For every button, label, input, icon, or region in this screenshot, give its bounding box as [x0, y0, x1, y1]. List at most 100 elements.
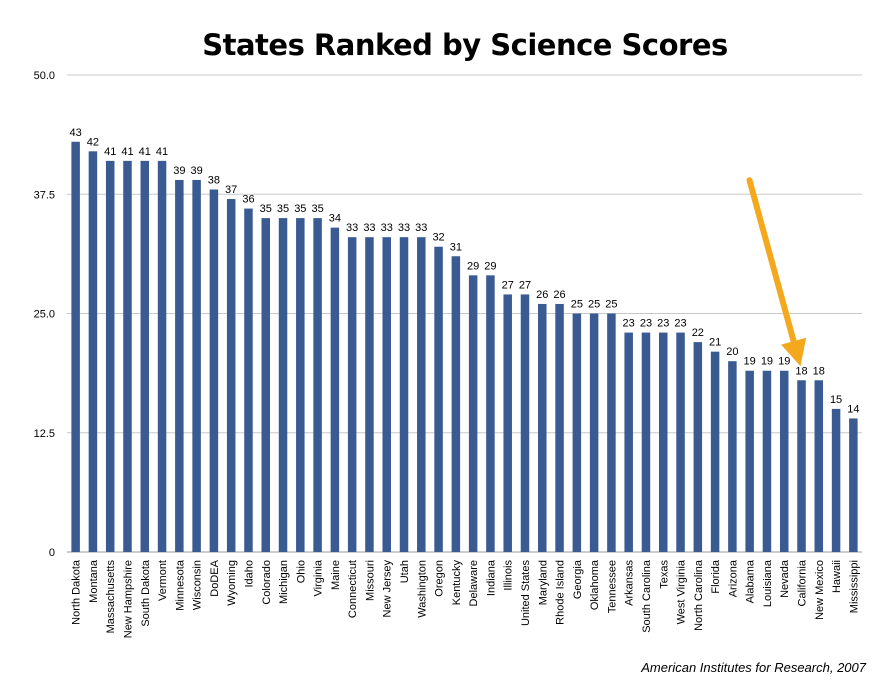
bar — [123, 160, 132, 553]
bar — [728, 361, 737, 552]
category-label: Vermont — [157, 560, 169, 601]
category-label: Tennessee — [606, 560, 618, 613]
data-label: 39 — [173, 165, 185, 177]
data-label: 20 — [726, 346, 738, 358]
data-label: 23 — [640, 318, 652, 330]
bar — [710, 351, 720, 552]
category-label: Minnesota — [174, 559, 186, 611]
category-label: Rhode Island — [555, 560, 567, 625]
data-label: 22 — [692, 327, 704, 339]
bar — [278, 218, 288, 552]
data-label: 27 — [519, 279, 531, 291]
source-credit: American Institutes for Research, 2007 — [641, 660, 866, 675]
category-label: Louisiana — [762, 559, 774, 607]
category-label: United States — [520, 560, 532, 627]
bar — [347, 237, 357, 552]
bar — [797, 380, 806, 552]
bar — [261, 218, 270, 552]
y-tick-label: 37.5 — [34, 189, 55, 201]
data-label: 19 — [778, 356, 790, 368]
category-label: Massachusetts — [105, 560, 117, 634]
category-label: Utah — [399, 560, 411, 583]
category-label: New Mexico — [814, 560, 826, 620]
category-label: West Virginia — [676, 559, 688, 624]
bar — [365, 237, 374, 552]
category-label: Arizona — [727, 559, 739, 597]
category-label: Georgia — [572, 559, 584, 599]
category-label: Maryland — [537, 560, 549, 605]
value-labels: 43 42 41 41 41 41 39 39 38 37 36 35 35 35 35 34 33 33 33 33… — [70, 127, 860, 416]
data-label: 29 — [484, 260, 496, 272]
y-tick-label: 12.5 — [34, 428, 55, 440]
category-label: Washington — [416, 560, 428, 618]
data-label: 14 — [847, 403, 859, 415]
category-label: Virginia — [313, 559, 325, 596]
bar — [175, 179, 184, 552]
data-label: 35 — [277, 203, 289, 215]
category-label: New Hampshire — [122, 560, 134, 638]
data-label: 33 — [381, 222, 393, 234]
data-label: 29 — [467, 260, 479, 272]
data-label: 23 — [623, 318, 635, 330]
bar — [814, 380, 824, 552]
data-label: 18 — [813, 365, 825, 377]
y-tick-label: 0 — [49, 547, 55, 559]
data-label: 19 — [761, 356, 773, 368]
data-label: 23 — [674, 318, 686, 330]
category-label: Illinois — [503, 560, 515, 591]
data-label: 34 — [329, 213, 341, 225]
bar — [434, 246, 443, 552]
data-label: 37 — [225, 184, 237, 196]
category-label: Connecticut — [347, 560, 359, 618]
data-label: 21 — [709, 337, 721, 349]
bar — [88, 151, 98, 552]
bar — [503, 294, 512, 552]
bar — [157, 160, 167, 553]
bar — [589, 313, 599, 552]
bar — [226, 199, 236, 552]
data-label: 19 — [744, 356, 756, 368]
category-label: Missouri — [364, 560, 376, 601]
category-label: Colorado — [261, 560, 273, 605]
bar — [831, 408, 841, 552]
data-label: 18 — [795, 365, 807, 377]
bar — [140, 160, 150, 553]
category-label: Wisconsin — [192, 560, 204, 610]
bar — [520, 294, 530, 552]
data-label: 38 — [208, 174, 220, 186]
bar — [417, 237, 426, 552]
bar — [468, 275, 478, 552]
data-label: 41 — [139, 146, 151, 158]
data-label: 33 — [415, 222, 427, 234]
category-label: California — [797, 559, 809, 606]
category-labels: North Dakota Montana Massachusetts New Hamp… — [71, 559, 861, 638]
data-label: 27 — [502, 279, 514, 291]
chart-title: States Ranked by Science Scores — [202, 28, 728, 62]
arrow-shaft — [746, 177, 797, 345]
category-label: Oregon — [434, 560, 446, 597]
category-label: Delaware — [468, 560, 480, 606]
bar — [399, 237, 409, 552]
data-label: 35 — [260, 203, 272, 215]
data-label: 25 — [571, 299, 583, 311]
category-label: Nevada — [779, 559, 791, 598]
data-label: 41 — [156, 146, 168, 158]
data-label: 42 — [87, 136, 99, 148]
data-label: 41 — [121, 146, 133, 158]
category-label: Arkansas — [624, 560, 636, 606]
y-axis: 0 12.5 25.0 37.5 50.0 — [34, 70, 55, 559]
bar — [659, 332, 668, 552]
category-label: North Dakota — [71, 559, 83, 625]
bar — [779, 370, 789, 552]
category-label: Wyoming — [226, 560, 238, 606]
bar — [486, 275, 495, 552]
category-label: Hawaii — [831, 560, 843, 593]
category-label: North Carolina — [693, 559, 705, 631]
category-label: Texas — [658, 560, 670, 589]
data-label: 26 — [553, 289, 565, 301]
bars — [71, 141, 858, 553]
bar — [676, 332, 685, 552]
category-label: Montana — [88, 559, 100, 603]
bar — [538, 303, 547, 552]
bar — [693, 342, 703, 552]
